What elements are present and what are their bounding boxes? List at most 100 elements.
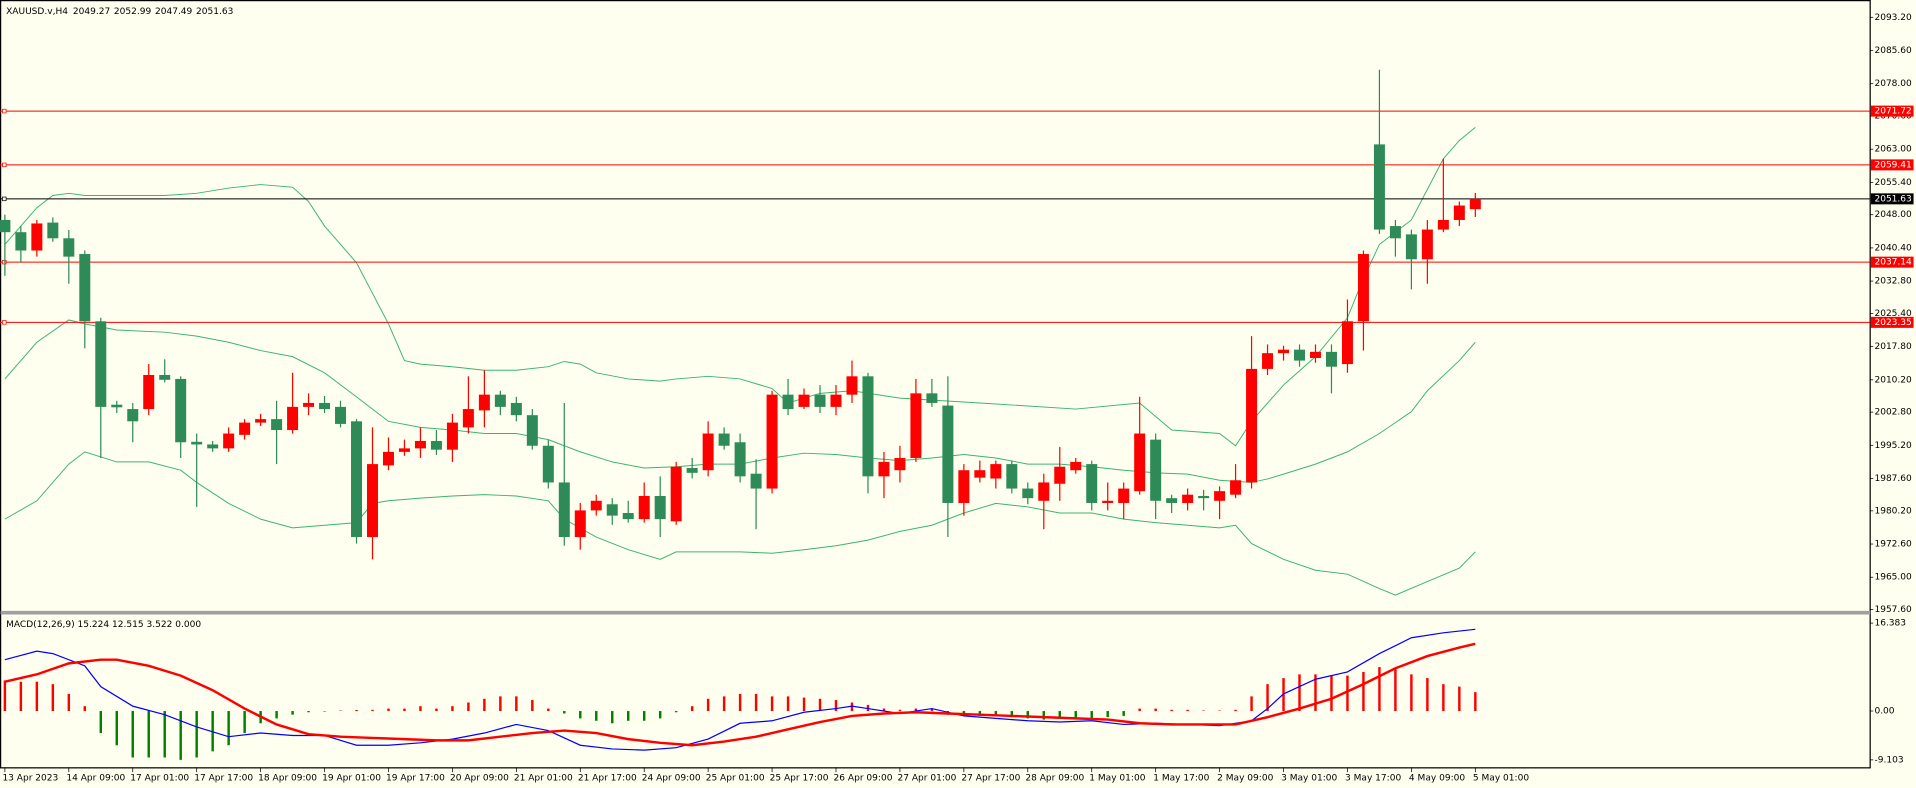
candle-body bbox=[335, 406, 347, 424]
candle-body bbox=[319, 402, 331, 410]
histogram-bar bbox=[627, 711, 630, 721]
level-label: 2037.14 bbox=[1874, 258, 1912, 268]
y-tick-label: 2040.40 bbox=[1874, 243, 1912, 253]
candle-body bbox=[542, 445, 554, 483]
histogram-bar bbox=[227, 711, 230, 746]
candle-body bbox=[558, 482, 570, 538]
candle-body bbox=[926, 393, 938, 403]
x-tick-label: 1 May 17:00 bbox=[1153, 774, 1209, 784]
histogram-bar bbox=[802, 697, 806, 712]
x-tick-label: 24 Apr 09:00 bbox=[642, 774, 701, 784]
chart-title: XAUUSD.v,H4 2049.27 2052.99 2047.49 2051.63 bbox=[6, 6, 233, 16]
histogram-bar bbox=[243, 711, 246, 734]
candle-body bbox=[878, 461, 890, 477]
histogram-bar bbox=[499, 696, 502, 712]
candle-body bbox=[1357, 254, 1369, 322]
histogram-bar bbox=[307, 711, 310, 713]
x-tick-label: 2 May 09:00 bbox=[1217, 774, 1273, 784]
histogram-bar bbox=[275, 711, 278, 719]
candle-body bbox=[303, 402, 315, 407]
histogram-bar bbox=[1154, 708, 1157, 712]
histogram-bar bbox=[722, 696, 726, 712]
candle-body bbox=[207, 444, 219, 449]
candle-body bbox=[1134, 433, 1146, 492]
y-tick-label: 2032.80 bbox=[1874, 277, 1912, 287]
candle-body bbox=[1294, 349, 1306, 361]
candle-body bbox=[1453, 205, 1465, 220]
histogram-bar bbox=[419, 706, 422, 712]
symbol: XAUUSD.v,H4 bbox=[6, 6, 68, 16]
candle-body bbox=[702, 433, 714, 471]
candle-body bbox=[974, 470, 986, 478]
level-handle bbox=[2, 196, 7, 202]
x-tick-label: 26 Apr 09:00 bbox=[834, 774, 893, 784]
panel-separator bbox=[0, 610, 1871, 615]
x-tick-label: 5 May 01:00 bbox=[1473, 774, 1529, 784]
candle-body bbox=[287, 406, 299, 431]
histogram-bar bbox=[1362, 671, 1365, 712]
histogram-bar bbox=[19, 681, 23, 712]
candle-body bbox=[31, 223, 43, 251]
histogram-bar bbox=[531, 700, 534, 712]
y-tick-label: 2048.00 bbox=[1874, 210, 1912, 220]
candle-body bbox=[1262, 353, 1274, 369]
y-tick-label: 1965.00 bbox=[1874, 573, 1912, 583]
histogram-bar bbox=[99, 711, 103, 734]
candle-body bbox=[382, 451, 394, 466]
ohlc-close: 2051.63 bbox=[196, 6, 234, 16]
x-tick-label: 17 Apr 17:00 bbox=[194, 774, 253, 784]
candle-body bbox=[638, 495, 650, 520]
candle-body bbox=[1150, 439, 1162, 501]
candle-body bbox=[766, 394, 778, 489]
indicator-line bbox=[4, 451, 1476, 596]
candle-body bbox=[1389, 226, 1401, 239]
histogram-bar bbox=[547, 708, 550, 712]
level-label: 2023.35 bbox=[1874, 318, 1911, 328]
histogram-bar bbox=[1074, 711, 1077, 719]
candle-body bbox=[1437, 219, 1449, 230]
candle-body bbox=[1006, 464, 1018, 489]
ohlc-open: 2049.27 bbox=[73, 6, 110, 16]
histogram-bar bbox=[595, 711, 598, 721]
candle-body bbox=[430, 440, 442, 450]
y-tick-label: 1980.20 bbox=[1874, 506, 1912, 516]
candle-body bbox=[271, 419, 283, 431]
candle-body bbox=[175, 378, 187, 443]
y-tick-label: 2025.40 bbox=[1874, 309, 1912, 319]
level-handle bbox=[2, 320, 7, 325]
candle-body bbox=[446, 422, 458, 450]
x-tick-label: 19 Apr 17:00 bbox=[386, 774, 445, 784]
level-label-box bbox=[1870, 256, 1914, 268]
candle-body bbox=[111, 404, 123, 408]
candle-body bbox=[1421, 229, 1433, 260]
y-tick-label: 1995.20 bbox=[1874, 441, 1912, 451]
candle-body bbox=[255, 419, 267, 423]
histogram-bar bbox=[914, 708, 918, 712]
ohlc-high: 2052.99 bbox=[114, 6, 152, 16]
candle-body bbox=[239, 422, 251, 435]
level-label-box bbox=[1870, 316, 1914, 328]
candle-body bbox=[750, 473, 762, 489]
histogram-bar bbox=[179, 711, 182, 760]
histogram-bar bbox=[994, 711, 998, 716]
candle-body bbox=[1373, 144, 1385, 230]
histogram-bar bbox=[1330, 675, 1333, 712]
candle-body bbox=[1038, 482, 1050, 501]
candle-body bbox=[830, 394, 842, 407]
candle-body bbox=[1309, 351, 1321, 358]
ohlc-low: 2047.49 bbox=[155, 6, 193, 16]
candle-body bbox=[79, 254, 91, 322]
x-tick-label: 3 May 01:00 bbox=[1281, 774, 1337, 784]
histogram-bar bbox=[1106, 711, 1109, 718]
level-label-box bbox=[1870, 105, 1914, 117]
x-tick-label: 25 Apr 17:00 bbox=[770, 774, 829, 784]
candle-body bbox=[1102, 500, 1114, 503]
candle-body bbox=[366, 464, 378, 538]
candle-body bbox=[942, 405, 954, 503]
macd-title: MACD(12,26,9) 15.224 12.515 3.522 0.000 bbox=[6, 620, 201, 630]
candle-body bbox=[15, 232, 27, 251]
candle-body bbox=[1070, 461, 1082, 471]
candle-body bbox=[1022, 488, 1034, 499]
y-tick-label: 2085.60 bbox=[1874, 46, 1912, 56]
histogram-bar bbox=[754, 693, 758, 712]
